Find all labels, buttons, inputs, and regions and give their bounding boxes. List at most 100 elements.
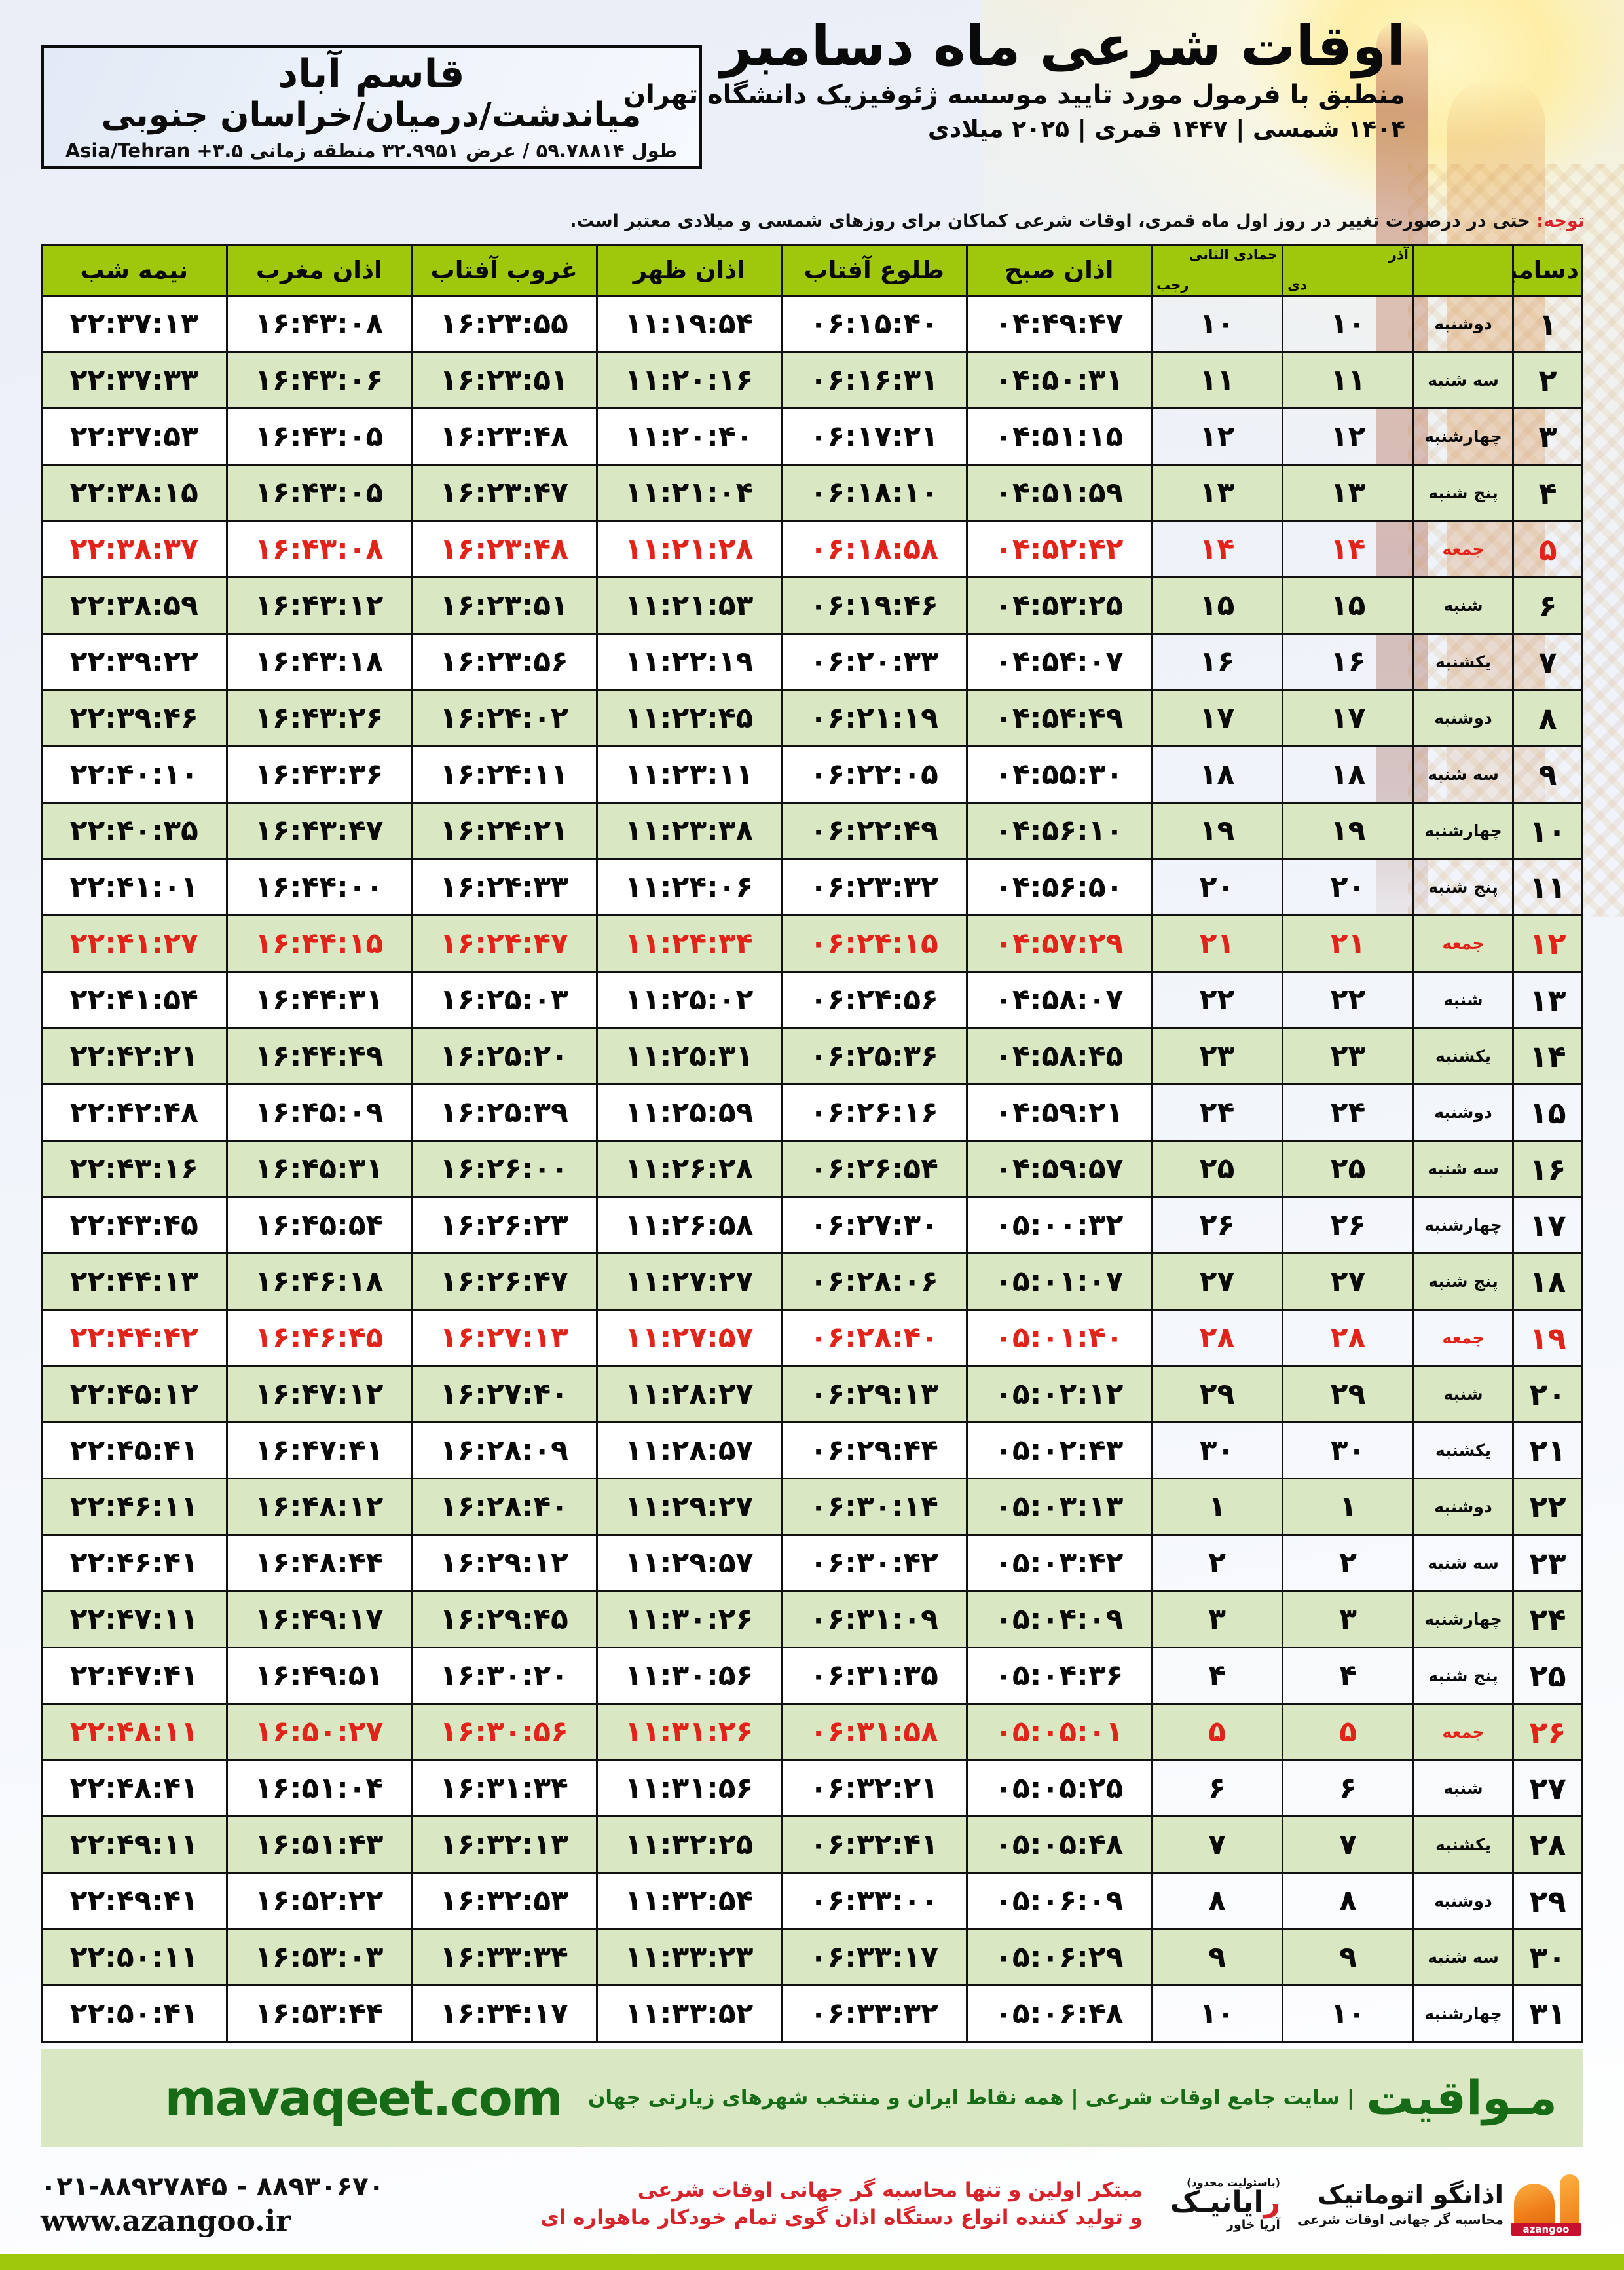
persian-date-cell: ۹ bbox=[1282, 1928, 1414, 1986]
sunrise-time-cell: ۰۶:۲۲:۰۵ bbox=[781, 745, 968, 804]
persian-date-cell: ۱۲ bbox=[1282, 407, 1414, 466]
midnight-time-cell: ۲۲:۴۸:۱۱ bbox=[41, 1703, 228, 1761]
sunset-time-cell: ۱۶:۲۷:۱۳ bbox=[411, 1309, 598, 1367]
maghrib-time-cell: ۱۶:۴۸:۱۲ bbox=[225, 1478, 413, 1536]
maghrib-time-cell: ۱۶:۵۳:۴۴ bbox=[225, 1984, 413, 2043]
table-row: ۲۲ دوشنبه ۱ ۱ ۰۵:۰۳:۱۳ ۰۶:۳۰:۱۴ ۱۱:۲۹:۲۷ ۱۶:۲۸:… bbox=[41, 1478, 1583, 1536]
gregorian-day-cell: ۷ bbox=[1512, 633, 1583, 691]
maghrib-time-cell: ۱۶:۵۲:۲۲ bbox=[225, 1872, 413, 1930]
weekday-cell: دوشنبه bbox=[1412, 689, 1514, 747]
sunset-time-cell: ۱۶:۲۵:۲۰ bbox=[411, 1027, 598, 1085]
maghrib-time-cell: ۱۶:۴۵:۵۴ bbox=[225, 1196, 413, 1254]
maghrib-time-cell: ۱۶:۵۱:۰۴ bbox=[225, 1759, 413, 1817]
hijri-date-cell: ۲۳ bbox=[1151, 1027, 1283, 1085]
weekday-cell: سه شنبه bbox=[1412, 1140, 1514, 1198]
gregorian-day-cell: ۱ bbox=[1512, 295, 1583, 353]
persian-date-cell: ۲۱ bbox=[1282, 914, 1414, 973]
maghrib-time-cell: ۱۶:۴۵:۳۱ bbox=[225, 1140, 413, 1198]
weekday-cell: پنج شنبه bbox=[1412, 464, 1514, 522]
hijri-date-cell: ۶ bbox=[1151, 1759, 1283, 1817]
gregorian-day-cell: ۱۲ bbox=[1512, 914, 1583, 973]
gregorian-day-cell: ۵ bbox=[1512, 520, 1583, 578]
rayanik-small-text: (باسئولیت محدود) bbox=[1187, 2176, 1280, 2189]
weekday-cell: دوشنبه bbox=[1412, 1083, 1514, 1142]
weekday-cell: پنج شنبه bbox=[1412, 1252, 1514, 1311]
dome-shape bbox=[1514, 2184, 1555, 2227]
midnight-time-cell: ۲۲:۳۸:۱۵ bbox=[41, 464, 228, 522]
noon-time-cell: ۱۱:۲۲:۴۵ bbox=[595, 689, 783, 747]
maghrib-time-cell: ۱۶:۴۷:۱۲ bbox=[225, 1365, 413, 1423]
midnight-time-cell: ۲۲:۴۱:۵۴ bbox=[41, 971, 228, 1029]
weekday-cell: چهارشنبه bbox=[1412, 1196, 1514, 1254]
midnight-time-cell: ۲۲:۳۸:۵۹ bbox=[41, 576, 228, 635]
midnight-time-cell: ۲۲:۴۳:۱۶ bbox=[41, 1140, 228, 1198]
gregorian-day-cell: ۳۱ bbox=[1512, 1984, 1583, 2043]
hijri-date-cell: ۱۲ bbox=[1151, 407, 1283, 466]
noon-time-cell: ۱۱:۳۳:۵۲ bbox=[595, 1984, 783, 2043]
noon-time-cell: ۱۱:۲۱:۲۸ bbox=[595, 520, 783, 578]
brand-website-link[interactable]: mavaqeet.com bbox=[164, 2068, 563, 2127]
maghrib-time-cell: ۱۶:۴۳:۰۸ bbox=[225, 520, 413, 578]
table-row: ۲۵ پنج شنبه ۴ ۴ ۰۵:۰۴:۳۶ ۰۶:۳۱:۳۵ ۱۱:۳۰:۵۶ ۱۶:۳… bbox=[41, 1647, 1583, 1705]
weekday-cell: چهارشنبه bbox=[1412, 1590, 1514, 1648]
weekday-cell: جمعه bbox=[1412, 1309, 1514, 1367]
persian-date-cell: ۲۶ bbox=[1282, 1196, 1414, 1254]
hijri-date-cell: ۱۵ bbox=[1151, 576, 1283, 635]
page-title: اوقات شرعی ماه دسامبر bbox=[720, 14, 1406, 78]
sunrise-time-cell: ۰۶:۳۲:۲۱ bbox=[781, 1759, 968, 1817]
hijri-date-cell: ۷ bbox=[1151, 1815, 1283, 1874]
table-row: ۲۰ شنبه ۲۹ ۲۹ ۰۵:۰۲:۱۲ ۰۶:۲۹:۱۳ ۱۱:۲۸:۲۷ ۱۶:۲۷:… bbox=[41, 1365, 1583, 1423]
maghrib-time-cell: ۱۶:۴۳:۰۸ bbox=[225, 295, 413, 353]
hijri-date-cell: ۲۸ bbox=[1151, 1309, 1283, 1367]
weekday-cell: شنبه bbox=[1412, 971, 1514, 1029]
persian-date-cell: ۱۴ bbox=[1282, 520, 1414, 578]
sunset-time-cell: ۱۶:۲۳:۵۱ bbox=[411, 351, 598, 409]
noon-time-cell: ۱۱:۳۰:۲۶ bbox=[595, 1590, 783, 1648]
weekday-cell: سه شنبه bbox=[1412, 1928, 1514, 1986]
sunset-time-cell: ۱۶:۲۳:۵۶ bbox=[411, 633, 598, 691]
sunset-time-cell: ۱۶:۲۳:۵۱ bbox=[411, 576, 598, 635]
table-row: ۶ شنبه ۱۵ ۱۵ ۰۴:۵۳:۲۵ ۰۶:۱۹:۴۶ ۱۱:۲۱:۵۳ ۱۶:۲۳:۵… bbox=[41, 576, 1583, 635]
sunrise-time-cell: ۰۶:۱۶:۳۱ bbox=[781, 351, 968, 409]
location-region: میاندشت/درمیان/خراسان جنوبی bbox=[101, 95, 642, 135]
azangoo-wordmark bbox=[1511, 2223, 1581, 2236]
weekday-cell: یکشنبه bbox=[1412, 1027, 1514, 1085]
maghrib-time-cell: ۱۶:۵۳:۰۳ bbox=[225, 1928, 413, 1986]
sunset-time-cell: ۱۶:۲۳:۴۸ bbox=[411, 407, 598, 466]
location-box: قاسم آباد میاندشت/درمیان/خراسان جنوبی طو… bbox=[41, 45, 702, 169]
gregorian-day-cell: ۱۳ bbox=[1512, 971, 1583, 1029]
table-row: ۲۶ جمعه ۵ ۵ ۰۵:۰۵:۰۱ ۰۶:۳۱:۵۸ ۱۱:۳۱:۲۶ ۱۶:۳۰:۵۶… bbox=[41, 1703, 1583, 1761]
noon-time-cell: ۱۱:۲۳:۳۸ bbox=[595, 802, 783, 860]
table-row: ۱۴ یکشنبه ۲۳ ۲۳ ۰۴:۵۸:۴۵ ۰۶:۲۵:۳۶ ۱۱:۲۵:۳۱ ۱۶:۲… bbox=[41, 1027, 1583, 1085]
prayer-times-table: دسامبر آذر دی جمادی الثانی رجب bbox=[41, 244, 1583, 2043]
header-sunset: غروب آفتاب bbox=[411, 244, 598, 297]
sunset-time-cell: ۱۶:۲۳:۵۵ bbox=[411, 295, 598, 353]
gregorian-day-cell: ۲۱ bbox=[1512, 1421, 1583, 1479]
gregorian-day-cell: ۳۰ bbox=[1512, 1928, 1583, 1986]
gregorian-day-cell: ۱۸ bbox=[1512, 1252, 1583, 1311]
persian-date-cell: ۲۹ bbox=[1282, 1365, 1414, 1423]
persian-date-cell: ۱۰ bbox=[1282, 1984, 1414, 2043]
hijri-date-cell: ۱۹ bbox=[1151, 802, 1283, 860]
footer-contact: ۰۲۱-۸۸۹۲۷۸۴۵ - ۸۸۹۳۰۶۷۰ www.azangoo.ir bbox=[41, 2172, 385, 2238]
footer-website-link[interactable]: www.azangoo.ir bbox=[41, 2204, 291, 2238]
hijri-date-cell: ۲۰ bbox=[1151, 858, 1283, 916]
sunrise-time-cell: ۰۶:۲۷:۳۰ bbox=[781, 1196, 968, 1254]
weekday-cell: شنبه bbox=[1412, 1759, 1514, 1817]
weekday-cell: دوشنبه bbox=[1412, 295, 1514, 353]
footer-line-2: و تولید کننده انواع دستگاه اذان گوی تمام… bbox=[540, 2206, 1143, 2229]
sunset-time-cell: ۱۶:۳۲:۵۳ bbox=[411, 1872, 598, 1930]
midnight-time-cell: ۲۲:۴۳:۴۵ bbox=[41, 1196, 228, 1254]
persian-date-cell: ۷ bbox=[1282, 1815, 1414, 1874]
persian-date-cell: ۲ bbox=[1282, 1534, 1414, 1592]
noon-time-cell: ۱۱:۳۲:۵۴ bbox=[595, 1872, 783, 1930]
prayer-times-table-wrapper: دسامبر آذر دی جمادی الثانی رجب bbox=[41, 244, 1583, 2043]
sunrise-time-cell: ۰۶:۳۱:۵۸ bbox=[781, 1703, 968, 1761]
sunset-time-cell: ۱۶:۳۰:۵۶ bbox=[411, 1703, 598, 1761]
azangoo-subtitle: محاسبه گر جهانی اوقات شرعی bbox=[1297, 2211, 1504, 2227]
midnight-time-cell: ۲۲:۳۷:۱۳ bbox=[41, 295, 228, 353]
sunset-time-cell: ۱۶:۲۴:۴۷ bbox=[411, 914, 598, 973]
fajr-time-cell: ۰۵:۰۴:۳۶ bbox=[965, 1647, 1153, 1705]
maghrib-time-cell: ۱۶:۴۵:۰۹ bbox=[225, 1083, 413, 1142]
maghrib-time-cell: ۱۶:۵۰:۲۷ bbox=[225, 1703, 413, 1761]
